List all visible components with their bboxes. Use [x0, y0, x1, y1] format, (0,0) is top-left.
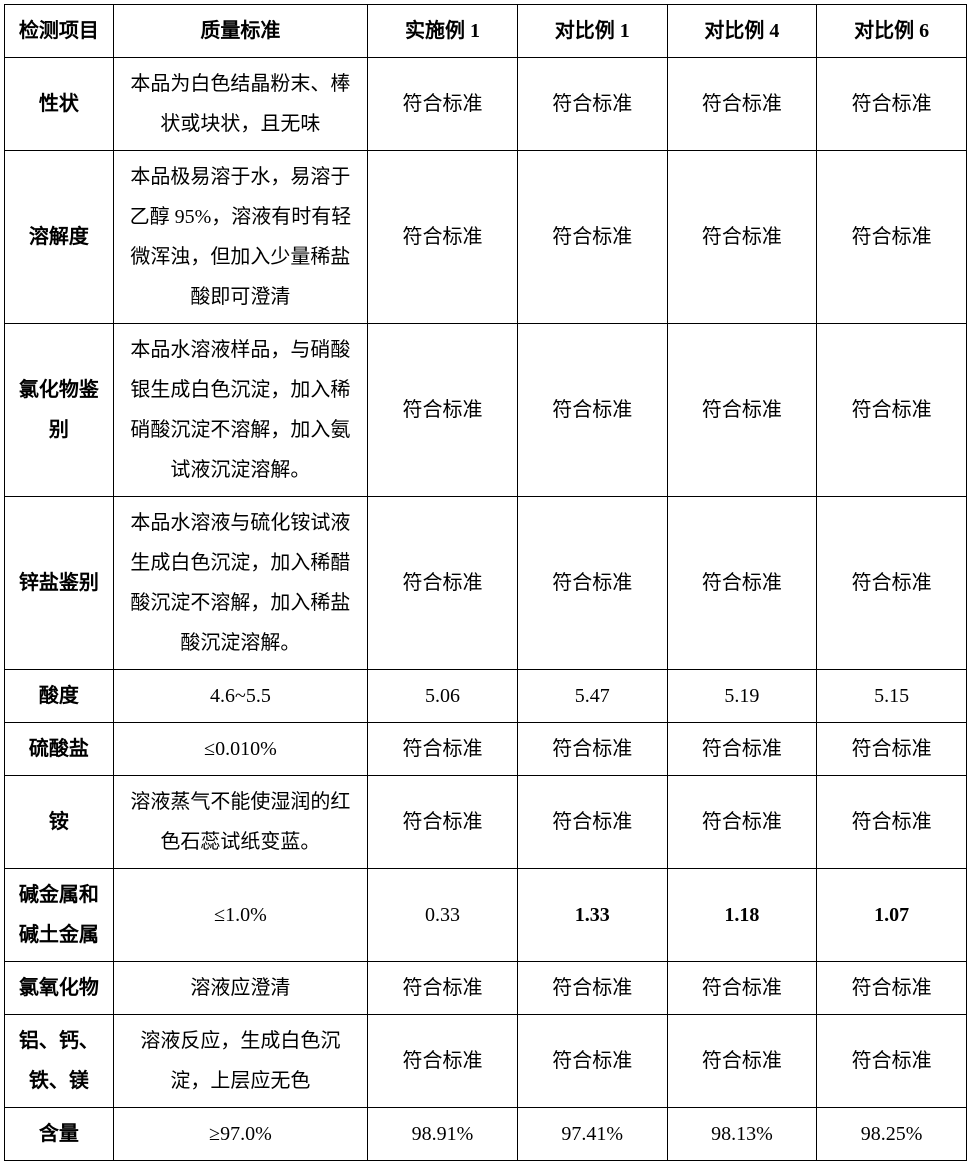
- cell-standard: 本品为白色结晶粉末、棒状或块状，且无味: [113, 58, 367, 151]
- cell-value: 符合标准: [817, 151, 967, 324]
- cell-value: 符合标准: [368, 962, 518, 1015]
- cell-value: 符合标准: [368, 58, 518, 151]
- cell-item: 酸度: [5, 670, 114, 723]
- table-row: 锌盐鉴别本品水溶液与硫化铵试液生成白色沉淀，加入稀醋酸沉淀不溶解，加入稀盐酸沉淀…: [5, 497, 967, 670]
- cell-standard: 溶液反应，生成白色沉淀，上层应无色: [113, 1015, 367, 1108]
- table-body: 性状本品为白色结晶粉末、棒状或块状，且无味符合标准符合标准符合标准符合标准溶解度…: [5, 58, 967, 1161]
- cell-value: 符合标准: [368, 1015, 518, 1108]
- cell-item: 溶解度: [5, 151, 114, 324]
- cell-value: 符合标准: [817, 723, 967, 776]
- cell-value: 符合标准: [817, 962, 967, 1015]
- cell-value: 符合标准: [368, 151, 518, 324]
- cell-value: 5.06: [368, 670, 518, 723]
- cell-standard: 4.6~5.5: [113, 670, 367, 723]
- cell-value: 97.41%: [517, 1108, 667, 1161]
- cell-value: 符合标准: [667, 497, 817, 670]
- cell-value: 符合标准: [667, 151, 817, 324]
- cell-item: 氯氧化物: [5, 962, 114, 1015]
- table-row: 溶解度本品极易溶于水，易溶于乙醇 95%，溶液有时有轻微浑浊，但加入少量稀盐酸即…: [5, 151, 967, 324]
- cell-value: 符合标准: [517, 497, 667, 670]
- cell-item: 含量: [5, 1108, 114, 1161]
- cell-value: 符合标准: [667, 1015, 817, 1108]
- cell-value: 1.18: [667, 869, 817, 962]
- cell-item: 铵: [5, 776, 114, 869]
- cell-value: 98.13%: [667, 1108, 817, 1161]
- cell-value: 符合标准: [667, 58, 817, 151]
- table-row: 含量≥97.0%98.91%97.41%98.13%98.25%: [5, 1108, 967, 1161]
- cell-standard: 本品水溶液样品，与硝酸银生成白色沉淀，加入稀硝酸沉淀不溶解，加入氨试液沉淀溶解。: [113, 324, 367, 497]
- cell-value: 符合标准: [817, 776, 967, 869]
- cell-value: 5.47: [517, 670, 667, 723]
- cell-value: 符合标准: [517, 1015, 667, 1108]
- cell-value: 符合标准: [667, 723, 817, 776]
- cell-standard: ≥97.0%: [113, 1108, 367, 1161]
- table-row: 性状本品为白色结晶粉末、棒状或块状，且无味符合标准符合标准符合标准符合标准: [5, 58, 967, 151]
- table-row: 铵溶液蒸气不能使湿润的红色石蕊试纸变蓝。符合标准符合标准符合标准符合标准: [5, 776, 967, 869]
- cell-standard: ≤0.010%: [113, 723, 367, 776]
- cell-value: 符合标准: [517, 324, 667, 497]
- cell-value: 5.19: [667, 670, 817, 723]
- cell-value: 符合标准: [667, 324, 817, 497]
- table-row: 硫酸盐≤0.010%符合标准符合标准符合标准符合标准: [5, 723, 967, 776]
- cell-value: 符合标准: [368, 497, 518, 670]
- cell-value: 符合标准: [517, 962, 667, 1015]
- table-row: 铝、钙、铁、镁溶液反应，生成白色沉淀，上层应无色符合标准符合标准符合标准符合标准: [5, 1015, 967, 1108]
- table-row: 碱金属和碱土金属≤1.0%0.331.331.181.07: [5, 869, 967, 962]
- col-header-cmp4: 对比例 4: [667, 5, 817, 58]
- cell-value: 98.91%: [368, 1108, 518, 1161]
- cell-value: 符合标准: [368, 723, 518, 776]
- cell-value: 符合标准: [517, 58, 667, 151]
- cell-value: 符合标准: [667, 776, 817, 869]
- table-row: 酸度4.6~5.55.065.475.195.15: [5, 670, 967, 723]
- cell-value: 1.33: [517, 869, 667, 962]
- cell-value: 符合标准: [517, 776, 667, 869]
- cell-value: 0.33: [368, 869, 518, 962]
- cell-item: 氯化物鉴别: [5, 324, 114, 497]
- col-header-cmp6: 对比例 6: [817, 5, 967, 58]
- cell-value: 符合标准: [817, 1015, 967, 1108]
- col-header-standard: 质量标准: [113, 5, 367, 58]
- col-header-item: 检测项目: [5, 5, 114, 58]
- col-header-cmp1: 对比例 1: [517, 5, 667, 58]
- cell-value: 符合标准: [517, 151, 667, 324]
- table-row: 氯化物鉴别本品水溶液样品，与硝酸银生成白色沉淀，加入稀硝酸沉淀不溶解，加入氨试液…: [5, 324, 967, 497]
- cell-value: 1.07: [817, 869, 967, 962]
- cell-value: 符合标准: [817, 497, 967, 670]
- cell-item: 碱金属和碱土金属: [5, 869, 114, 962]
- cell-value: 5.15: [817, 670, 967, 723]
- cell-value: 符合标准: [517, 723, 667, 776]
- cell-item: 硫酸盐: [5, 723, 114, 776]
- cell-value: 符合标准: [667, 962, 817, 1015]
- table-header-row: 检测项目 质量标准 实施例 1 对比例 1 对比例 4 对比例 6: [5, 5, 967, 58]
- cell-standard: 溶液蒸气不能使湿润的红色石蕊试纸变蓝。: [113, 776, 367, 869]
- cell-item: 铝、钙、铁、镁: [5, 1015, 114, 1108]
- table-row: 氯氧化物溶液应澄清符合标准符合标准符合标准符合标准: [5, 962, 967, 1015]
- cell-value: 符合标准: [368, 324, 518, 497]
- cell-standard: ≤1.0%: [113, 869, 367, 962]
- col-header-ex1: 实施例 1: [368, 5, 518, 58]
- cell-value: 符合标准: [817, 58, 967, 151]
- cell-value: 98.25%: [817, 1108, 967, 1161]
- cell-standard: 溶液应澄清: [113, 962, 367, 1015]
- cell-item: 性状: [5, 58, 114, 151]
- cell-value: 符合标准: [368, 776, 518, 869]
- cell-standard: 本品极易溶于水，易溶于乙醇 95%，溶液有时有轻微浑浊，但加入少量稀盐酸即可澄清: [113, 151, 367, 324]
- spec-table: 检测项目 质量标准 实施例 1 对比例 1 对比例 4 对比例 6 性状本品为白…: [4, 4, 967, 1161]
- cell-item: 锌盐鉴别: [5, 497, 114, 670]
- cell-value: 符合标准: [817, 324, 967, 497]
- cell-standard: 本品水溶液与硫化铵试液生成白色沉淀，加入稀醋酸沉淀不溶解，加入稀盐酸沉淀溶解。: [113, 497, 367, 670]
